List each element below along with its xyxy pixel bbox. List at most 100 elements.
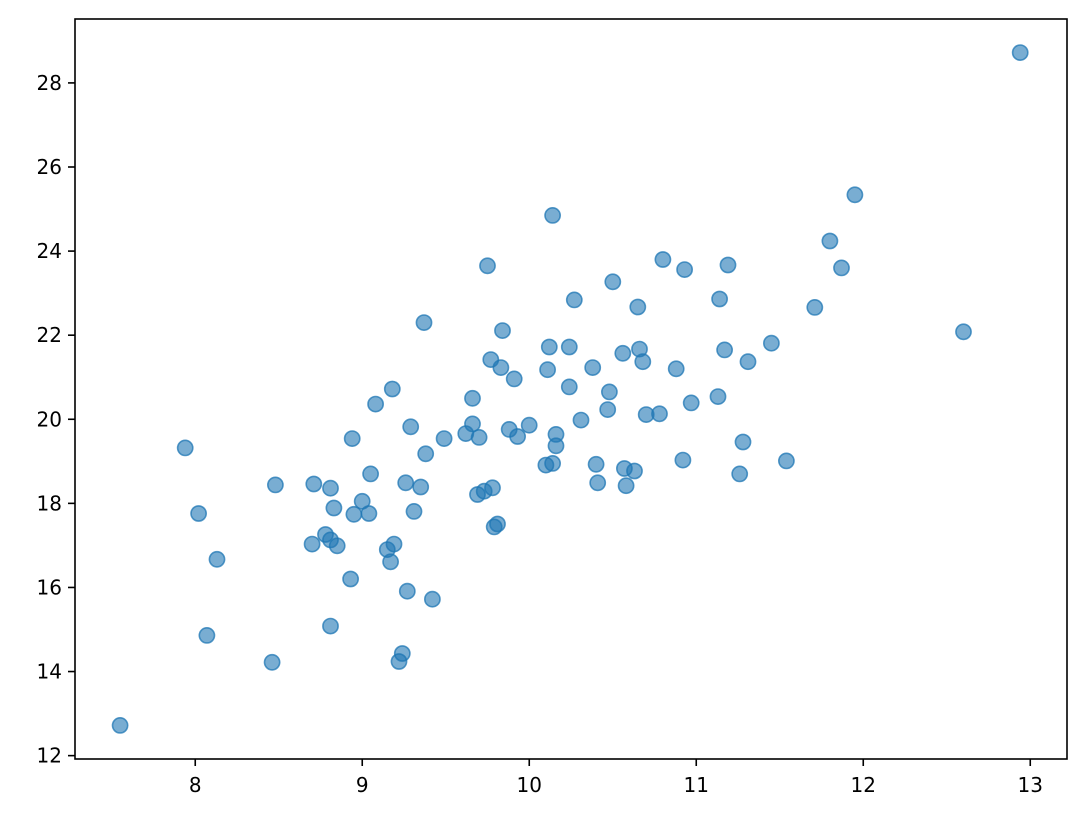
data-point-75 <box>629 298 647 316</box>
data-point-35 <box>423 590 441 608</box>
data-point-61 <box>560 338 578 356</box>
data-point-12 <box>322 479 339 497</box>
y-tick-label-14: 14 <box>37 660 62 684</box>
data-point-68 <box>599 401 617 418</box>
data-point-67 <box>589 474 607 492</box>
data-point-51 <box>505 370 523 388</box>
data-point-89 <box>731 465 749 483</box>
x-tick-label-11: 11 <box>684 773 709 797</box>
data-point-6 <box>266 476 284 494</box>
data-point-48 <box>492 359 510 376</box>
data-point-19 <box>360 505 378 522</box>
data-point-2 <box>190 505 207 522</box>
data-point-84 <box>682 394 700 412</box>
data-point-47 <box>489 515 506 533</box>
data-point-87 <box>716 341 733 359</box>
data-point-24 <box>383 380 401 398</box>
data-point-93 <box>778 452 795 470</box>
data-point-69 <box>601 383 618 401</box>
data-point-88 <box>719 256 737 274</box>
data-point-74 <box>626 462 643 480</box>
data-point-14 <box>328 537 346 555</box>
data-point-70 <box>604 273 622 291</box>
x-tick-label-13: 13 <box>1018 773 1043 797</box>
y-tick-label-22: 22 <box>37 323 62 347</box>
data-point-32 <box>412 478 430 496</box>
data-point-16 <box>343 430 361 447</box>
y-tick-label-18: 18 <box>37 491 62 515</box>
data-point-81 <box>667 360 685 378</box>
data-point-29 <box>398 582 416 600</box>
ticks-layer: 8 9 10 11 12 13 12 14 16 18 20 22 24 26 28 <box>37 71 1043 797</box>
data-point-92 <box>763 334 780 352</box>
y-tick-label-26: 26 <box>37 155 62 179</box>
data-point-23 <box>382 553 399 571</box>
data-point-13 <box>325 499 343 517</box>
x-tick-label-10: 10 <box>517 773 542 797</box>
data-point-20 <box>362 465 379 483</box>
y-tick-label-20: 20 <box>37 407 62 431</box>
data-point-25 <box>385 535 403 553</box>
y-tick-label-28: 28 <box>37 71 62 95</box>
data-point-73 <box>617 477 635 495</box>
data-point-79 <box>651 405 668 423</box>
y-tick-label-24: 24 <box>37 239 62 263</box>
data-point-65 <box>584 359 602 376</box>
data-point-77 <box>634 353 652 371</box>
data-point-98 <box>955 323 972 341</box>
data-point-71 <box>614 344 632 362</box>
data-point-53 <box>520 416 538 434</box>
data-point-8 <box>305 475 323 493</box>
data-point-1 <box>176 439 194 457</box>
data-point-41 <box>470 428 488 446</box>
data-point-57 <box>544 206 561 224</box>
data-point-60 <box>547 425 565 443</box>
data-point-0 <box>111 717 129 734</box>
data-point-58 <box>544 454 561 472</box>
data-point-45 <box>484 479 501 497</box>
data-point-43 <box>479 257 496 275</box>
axes-frame <box>74 18 1068 760</box>
x-tick-label-12: 12 <box>851 773 876 797</box>
data-point-97 <box>846 186 864 204</box>
data-point-62 <box>560 378 578 396</box>
data-point-39 <box>464 415 481 433</box>
data-point-66 <box>587 455 605 473</box>
data-point-91 <box>739 353 757 371</box>
data-point-64 <box>572 411 590 429</box>
data-point-86 <box>711 290 728 308</box>
data-point-21 <box>367 395 384 413</box>
data-point-28 <box>397 474 415 492</box>
data-point-80 <box>654 251 672 268</box>
data-point-15 <box>342 570 359 588</box>
points-layer <box>111 44 1029 734</box>
data-point-11 <box>322 617 339 635</box>
data-point-94 <box>806 298 824 316</box>
data-point-52 <box>509 428 526 445</box>
data-point-30 <box>402 418 420 436</box>
data-point-82 <box>674 451 692 469</box>
data-point-96 <box>833 259 850 277</box>
data-point-5 <box>263 653 281 671</box>
data-point-36 <box>435 430 453 447</box>
data-point-7 <box>303 535 321 553</box>
data-point-33 <box>415 314 433 331</box>
data-point-38 <box>464 389 481 407</box>
data-point-85 <box>709 388 727 405</box>
data-point-56 <box>540 338 558 356</box>
data-point-3 <box>198 627 216 644</box>
data-point-55 <box>539 361 556 379</box>
y-tick-label-16: 16 <box>37 575 62 599</box>
data-point-34 <box>417 445 435 463</box>
data-point-4 <box>208 550 226 568</box>
data-point-49 <box>494 322 511 339</box>
data-point-83 <box>676 261 693 278</box>
data-point-99 <box>1011 44 1029 61</box>
data-point-31 <box>405 502 423 520</box>
x-tick-label-9: 9 <box>356 773 369 797</box>
data-point-27 <box>393 645 411 662</box>
x-tick-label-8: 8 <box>189 773 202 797</box>
data-point-90 <box>734 433 752 451</box>
y-tick-label-12: 12 <box>37 744 62 768</box>
